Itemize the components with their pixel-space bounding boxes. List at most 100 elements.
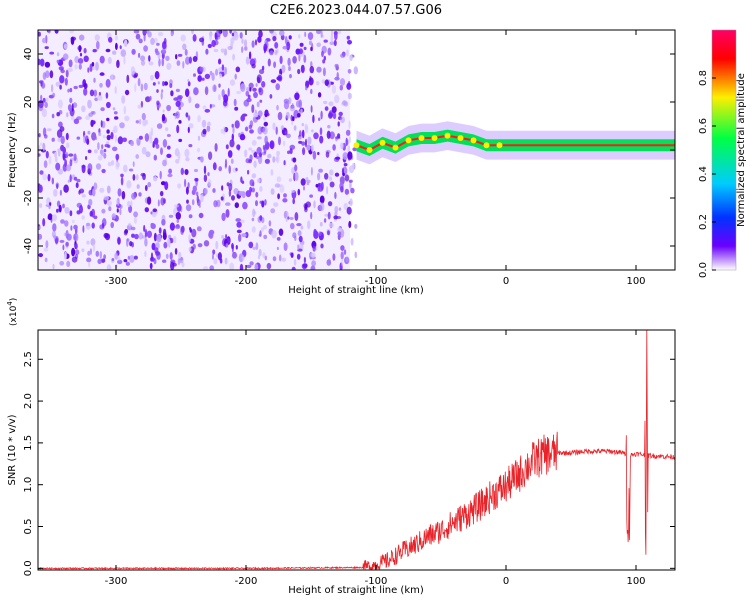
noise-speckle [188, 96, 192, 104]
noise-speckle [236, 90, 242, 95]
noise-speckle [97, 142, 100, 151]
noise-speckle [286, 133, 291, 139]
y-tick-label: 0 [23, 147, 34, 153]
noise-speckle [207, 43, 212, 49]
noise-speckle [42, 142, 46, 151]
noise-speckle [298, 99, 303, 109]
noise-speckle [276, 246, 279, 251]
signal-blob [392, 144, 399, 151]
noise-speckle [213, 200, 218, 208]
noise-speckle [284, 35, 288, 45]
y-tick-label: 0.5 [23, 519, 34, 535]
noise-speckle [245, 56, 250, 65]
colorbar-gradient [712, 30, 736, 270]
noise-speckle [242, 201, 248, 210]
noise-speckle [177, 53, 183, 57]
snr-y-label: SNR (10 * v/v) [7, 414, 18, 485]
noise-speckle [304, 125, 309, 134]
noise-speckle [248, 51, 252, 60]
noise-speckle [346, 82, 352, 90]
noise-speckle [294, 164, 298, 172]
noise-speckle [235, 218, 241, 222]
noise-speckle [175, 158, 180, 164]
noise-speckle [221, 212, 226, 222]
noise-speckle [244, 46, 248, 51]
noise-speckle [204, 188, 208, 195]
noise-speckle [105, 141, 110, 145]
noise-speckle [69, 87, 73, 93]
noise-speckle [93, 89, 98, 97]
noise-speckle [196, 147, 201, 153]
noise-speckle [132, 161, 135, 168]
noise-speckle [342, 100, 347, 106]
noise-speckle [225, 144, 229, 150]
noise-speckle [277, 193, 280, 200]
noise-speckle [92, 49, 97, 53]
noise-speckle [221, 185, 224, 191]
noise-speckle [197, 243, 203, 248]
noise-speckle [225, 209, 230, 218]
noise-speckle [60, 69, 65, 74]
noise-speckle [121, 95, 126, 104]
noise-speckle [328, 222, 334, 228]
noise-speckle [73, 235, 77, 241]
noise-speckle [175, 212, 181, 220]
noise-speckle [323, 55, 326, 61]
x-tick-label: -200 [235, 276, 258, 287]
noise-speckle [167, 173, 173, 178]
noise-speckle [347, 40, 352, 45]
noise-speckle [185, 88, 190, 97]
noise-speckle [140, 172, 146, 177]
noise-speckle [278, 136, 281, 146]
noise-speckle [214, 143, 218, 152]
noise-speckle [60, 135, 65, 145]
noise-speckle [188, 214, 193, 219]
noise-speckle [38, 58, 41, 66]
y-tick-label: 2.5 [23, 351, 34, 367]
noise-speckle [70, 36, 75, 45]
noise-speckle [251, 104, 255, 113]
noise-speckle [241, 180, 245, 184]
noise-speckle [110, 74, 114, 81]
noise-speckle [275, 126, 278, 135]
noise-speckle [263, 115, 266, 121]
noise-speckle [253, 151, 258, 158]
noise-speckle [38, 233, 43, 240]
noise-speckle [85, 156, 88, 160]
noise-speckle [161, 219, 166, 226]
noise-speckle [180, 34, 186, 42]
noise-speckle [283, 101, 290, 110]
noise-speckle [131, 192, 137, 200]
noise-speckle [74, 249, 80, 256]
noise-speckle [191, 228, 197, 238]
noise-speckle [131, 233, 135, 238]
noise-speckle [313, 132, 319, 140]
noise-speckle [345, 137, 348, 147]
noise-speckle [117, 256, 121, 261]
noise-speckle [248, 241, 254, 249]
noise-speckle [51, 137, 55, 142]
noise-speckle [343, 202, 349, 210]
noise-speckle [268, 220, 272, 227]
y-tick-label: 1.5 [23, 435, 34, 451]
noise-speckle [234, 202, 239, 209]
noise-speckle [95, 250, 100, 257]
noise-speckle [343, 163, 348, 167]
noise-speckle [148, 55, 151, 62]
noise-speckle [117, 259, 123, 265]
noise-speckle [234, 73, 237, 80]
noise-speckle [166, 134, 171, 137]
noise-speckle [136, 184, 140, 189]
noise-speckle [152, 141, 155, 148]
noise-speckle [56, 129, 63, 138]
noise-speckle [283, 210, 289, 219]
noise-speckle [83, 55, 89, 63]
noise-speckle [330, 33, 334, 43]
noise-speckle [258, 87, 264, 96]
noise-speckle [270, 188, 275, 195]
noise-speckle [167, 145, 171, 150]
noise-speckle [158, 31, 164, 37]
colorbar-tick-label: 0.6 [698, 118, 709, 134]
snr-y-ticks: 0.0 0.5 1.0 1.5 2.0 2.5 [23, 351, 675, 576]
noise-speckle [281, 64, 286, 74]
